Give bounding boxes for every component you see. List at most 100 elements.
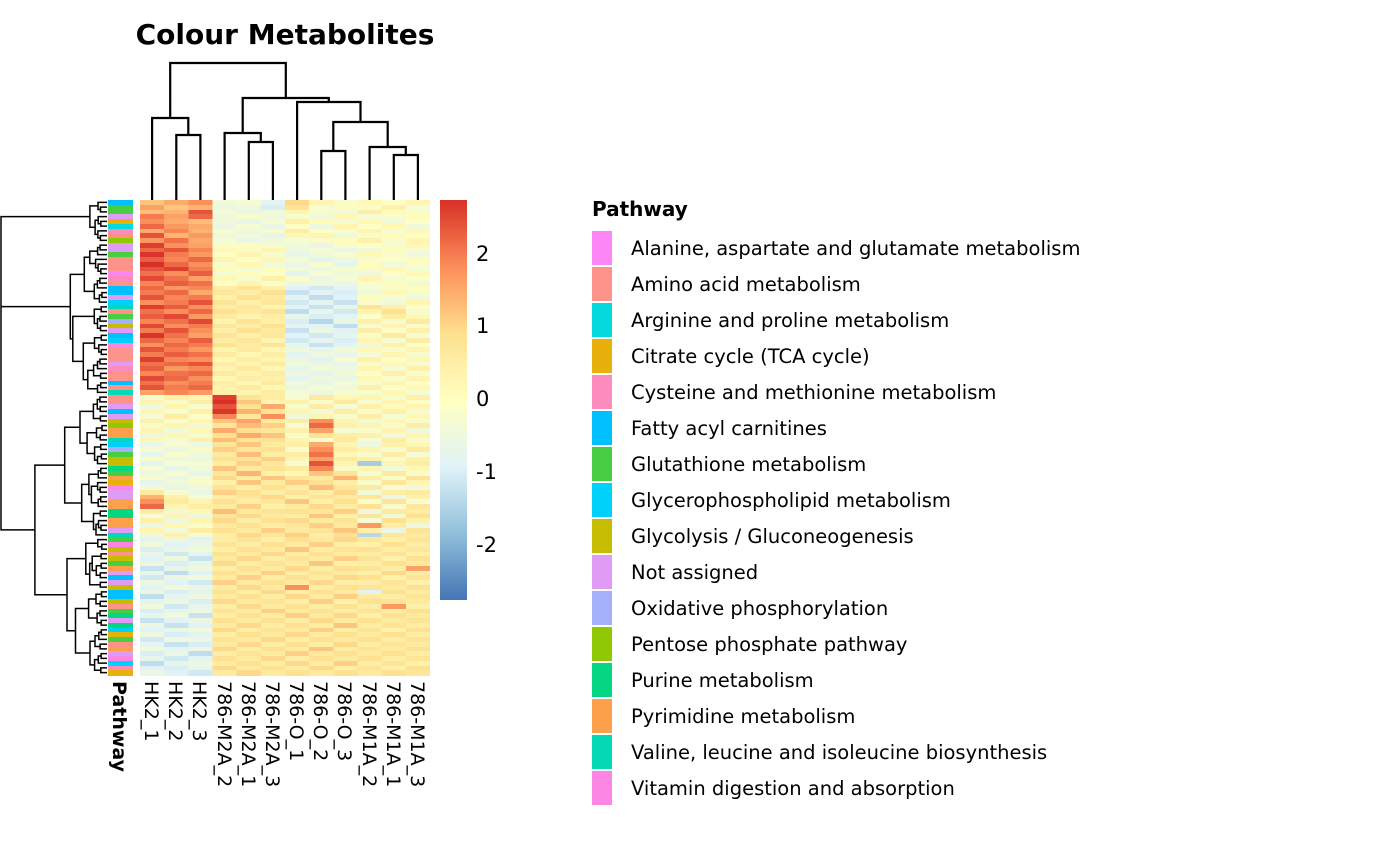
pathway-legend-title: Pathway: [592, 197, 688, 221]
row-annotation-cell: [108, 413, 133, 420]
row-annotation-cell: [108, 342, 133, 348]
heatmap-row: [140, 399, 430, 405]
heatmap-row: [140, 466, 430, 472]
heatmap-row: [140, 594, 430, 600]
column-label: 786-O_1: [285, 681, 308, 762]
column-label: 786-M1A_2: [357, 681, 380, 788]
pathway-legend-label: Not assigned: [631, 560, 759, 584]
row-annotation-cell: [108, 242, 133, 249]
row-annotation-cell: [108, 570, 133, 576]
row-annotation-cell: [108, 356, 133, 363]
pathway-legend-label: Glutathione metabolism: [631, 452, 867, 476]
row-annotation-cell: [108, 456, 133, 462]
row-annotation-cell: [108, 651, 133, 657]
row-annotation-cell: [108, 575, 133, 581]
row-annotation-cell: [108, 214, 133, 220]
colorbar-tick-label: 2: [476, 241, 490, 266]
row-annotation-cell: [108, 561, 133, 567]
heatmap-row: [140, 442, 430, 448]
pathway-legend-label: Oxidative phosphorylation: [631, 596, 889, 620]
row-annotation-cell: [108, 257, 133, 263]
heatmap-row: [140, 518, 430, 524]
heatmap-row: [140, 295, 430, 301]
pathway-legend-entry: Pyrimidine metabolism: [592, 698, 1212, 734]
row-annotation-cell: [108, 366, 133, 372]
heatmap-row: [140, 342, 430, 348]
row-annotation-cell: [108, 537, 133, 543]
heatmap-row: [140, 589, 430, 595]
pathway-legend-entry: Vitamin digestion and absorption: [592, 770, 1212, 806]
row-annotation-cell: [108, 646, 133, 652]
pathway-legend-label: Glycerophospholipid metabolism: [631, 488, 951, 512]
column-label: 786-M1A_3: [405, 681, 428, 788]
heatmap-row: [140, 318, 430, 325]
heatmap-row: [140, 556, 430, 562]
heatmap-row: [140, 641, 430, 648]
heatmap-row: [140, 447, 430, 453]
heatmap-row: [140, 537, 430, 543]
heatmap-row: [140, 299, 430, 306]
row-annotation-strip: [108, 200, 133, 676]
row-annotation-cell: [108, 485, 133, 491]
row-annotation-cell: [108, 228, 133, 234]
row-annotation-cell: [108, 489, 133, 496]
row-annotation-cell: [108, 399, 133, 405]
heatmap-row: [140, 409, 430, 415]
heatmap-row: [140, 580, 430, 586]
pathway-color-swatch: [592, 771, 612, 805]
heatmap-row: [140, 314, 430, 320]
column-label: 786-M2A_3: [260, 681, 283, 788]
heatmap-row: [140, 613, 430, 619]
column-dendrogram: [151, 61, 419, 200]
heatmap-row: [140, 247, 430, 253]
pathway-legend-label: Glycolysis / Gluconeogenesis: [631, 524, 914, 548]
heatmap-row: [140, 219, 430, 225]
pathway-legend-entry: Not assigned: [592, 554, 1212, 590]
row-annotation-cell: [108, 371, 133, 377]
heatmap-row: [140, 209, 430, 215]
row-annotation-cell: [108, 309, 133, 315]
heatmap-row: [140, 390, 430, 396]
pathway-legend-label: Pyrimidine metabolism: [631, 704, 856, 728]
heatmap-row: [140, 475, 430, 481]
heatmap-row: [140, 565, 430, 572]
heatmap-row: [140, 223, 430, 230]
pathway-legend-label: Vitamin digestion and absorption: [631, 776, 955, 800]
heatmap-row: [140, 252, 430, 258]
column-label: 786-O_2: [309, 681, 332, 762]
pathway-color-swatch: [592, 267, 612, 301]
heatmap-row: [140, 451, 430, 458]
row-annotation-cell: [108, 238, 133, 244]
row-annotation-cell: [108, 656, 133, 662]
heatmap-row: [140, 228, 430, 234]
column-label: 786-O_3: [333, 681, 356, 762]
pathway-legend-label: Arginine and proline metabolism: [631, 308, 950, 332]
pathway-legend-entry: Fatty acyl carnitines: [592, 410, 1212, 446]
row-annotation-axis-label: Pathway: [108, 681, 130, 773]
pathway-color-swatch: [592, 231, 612, 265]
heatmap-row: [140, 276, 430, 282]
heatmap-row: [140, 584, 430, 591]
row-annotation-cell: [108, 328, 133, 334]
heatmap-row: [140, 233, 430, 239]
heatmap-row: [140, 271, 430, 277]
row-annotation-cell: [108, 494, 133, 500]
column-label: HK2_2: [164, 681, 187, 742]
row-annotation-cell: [108, 627, 133, 633]
heatmap-row: [140, 599, 430, 605]
heatmap-row: [140, 485, 430, 491]
heatmap-row: [140, 461, 430, 467]
pathway-legend-entries: Alanine, aspartate and glutamate metabol…: [592, 230, 1212, 806]
heatmap-row: [140, 665, 430, 671]
column-label: 786-M1A_1: [381, 681, 404, 788]
row-annotation-cell: [108, 532, 133, 538]
row-annotation-cell: [108, 632, 133, 638]
column-label: 786-M2A_2: [212, 681, 235, 788]
row-annotation-cell: [108, 200, 133, 206]
heatmap-row: [140, 546, 430, 553]
row-annotation-cell: [108, 665, 133, 671]
pathway-legend-label: Citrate cycle (TCA cycle): [631, 344, 870, 368]
heatmap-row: [140, 257, 430, 263]
row-annotation-cell: [108, 204, 133, 211]
heatmap-row: [140, 380, 430, 386]
